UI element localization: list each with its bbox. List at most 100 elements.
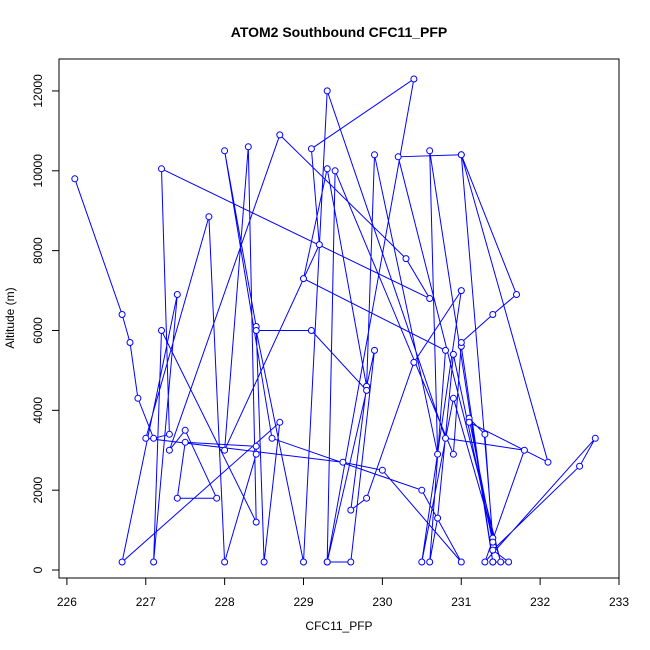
data-point xyxy=(276,131,284,139)
data-point xyxy=(457,558,465,566)
data-point xyxy=(347,558,355,566)
y-tick-label: 6000 xyxy=(31,317,45,344)
data-point xyxy=(221,446,229,454)
y-axis-label: Altitude (m) xyxy=(3,287,17,348)
data-point xyxy=(449,394,457,402)
data-point xyxy=(371,346,378,354)
x-axis: 226 227 228 229 230 231 232 233 xyxy=(57,577,629,609)
data-point xyxy=(158,165,165,173)
data-point xyxy=(371,151,378,159)
data-point xyxy=(418,486,426,494)
x-tick-label: 232 xyxy=(530,595,550,609)
y-axis: 0 2000 4000 6000 8000 10000 12000 xyxy=(31,74,60,573)
data-point xyxy=(544,458,552,466)
data-point xyxy=(497,558,505,566)
x-axis-label: CFC11_PFP xyxy=(305,619,372,633)
data-point xyxy=(449,350,457,358)
data-point xyxy=(323,87,331,95)
data-point xyxy=(260,558,268,566)
data-point xyxy=(244,143,252,151)
y-tick-label: 2000 xyxy=(31,476,45,503)
x-tick-label: 226 xyxy=(57,595,77,609)
data-point xyxy=(252,450,260,458)
data-point xyxy=(307,145,315,153)
data-point xyxy=(252,442,260,450)
data-point xyxy=(213,494,221,502)
data-point xyxy=(165,446,173,454)
data-point xyxy=(465,418,473,426)
data-point xyxy=(378,466,386,474)
data-point xyxy=(489,546,497,554)
data-point xyxy=(158,327,165,334)
data-point xyxy=(276,418,284,426)
y-tick-label: 8000 xyxy=(31,237,45,264)
y-tick-label: 10000 xyxy=(31,154,45,188)
data-point xyxy=(481,558,489,566)
x-tick-label: 228 xyxy=(215,595,235,609)
data-point xyxy=(252,327,260,334)
data-point xyxy=(457,151,465,159)
data-point xyxy=(489,558,497,566)
data-point xyxy=(410,358,418,366)
data-point xyxy=(410,75,418,83)
data-point xyxy=(134,394,142,402)
data-point xyxy=(173,494,181,502)
data-point xyxy=(576,462,584,470)
data-point xyxy=(205,213,213,221)
data-point xyxy=(513,291,520,298)
data-point xyxy=(323,558,331,566)
data-point xyxy=(150,434,158,442)
data-point xyxy=(252,518,260,526)
data-point xyxy=(142,434,150,442)
series-layer xyxy=(71,75,599,566)
chart-title: ATOM2 Southbound CFC11_PFP xyxy=(231,24,448,40)
data-point xyxy=(489,311,497,318)
data-point xyxy=(520,446,528,454)
data-point xyxy=(363,386,371,394)
data-point xyxy=(71,175,79,183)
data-point xyxy=(126,339,134,346)
y-tick-label: 12000 xyxy=(31,74,45,108)
data-point xyxy=(307,327,315,334)
data-point xyxy=(442,346,449,354)
series-line xyxy=(74,77,596,564)
data-point xyxy=(434,514,442,522)
data-point xyxy=(347,506,355,514)
data-point xyxy=(181,438,189,446)
data-point xyxy=(457,287,465,295)
x-tick-label: 227 xyxy=(136,595,156,609)
y-tick-label: 4000 xyxy=(31,397,45,424)
data-point xyxy=(434,450,442,458)
x-tick-label: 230 xyxy=(372,595,392,609)
data-point xyxy=(181,426,189,434)
data-point xyxy=(339,458,347,466)
x-tick-label: 229 xyxy=(293,595,313,609)
data-point xyxy=(481,430,489,438)
x-tick-label: 233 xyxy=(609,595,629,609)
data-point xyxy=(363,494,371,502)
data-point xyxy=(449,450,457,458)
data-point xyxy=(173,291,181,298)
data-point xyxy=(418,558,426,566)
data-point xyxy=(489,538,497,546)
data-point xyxy=(323,165,331,173)
data-point xyxy=(426,558,434,566)
data-point xyxy=(165,430,173,438)
data-point xyxy=(221,147,229,155)
data-point xyxy=(221,558,229,566)
data-point xyxy=(457,339,465,346)
data-point xyxy=(426,295,434,302)
data-point xyxy=(394,153,402,161)
data-point xyxy=(591,434,599,442)
data-point xyxy=(442,434,449,442)
data-point xyxy=(331,167,339,175)
data-point xyxy=(300,275,307,283)
data-point xyxy=(118,311,126,318)
data-point xyxy=(505,558,513,566)
data-point xyxy=(315,241,323,249)
x-tick-label: 231 xyxy=(451,595,471,609)
data-point xyxy=(426,147,434,155)
data-point xyxy=(118,558,126,566)
